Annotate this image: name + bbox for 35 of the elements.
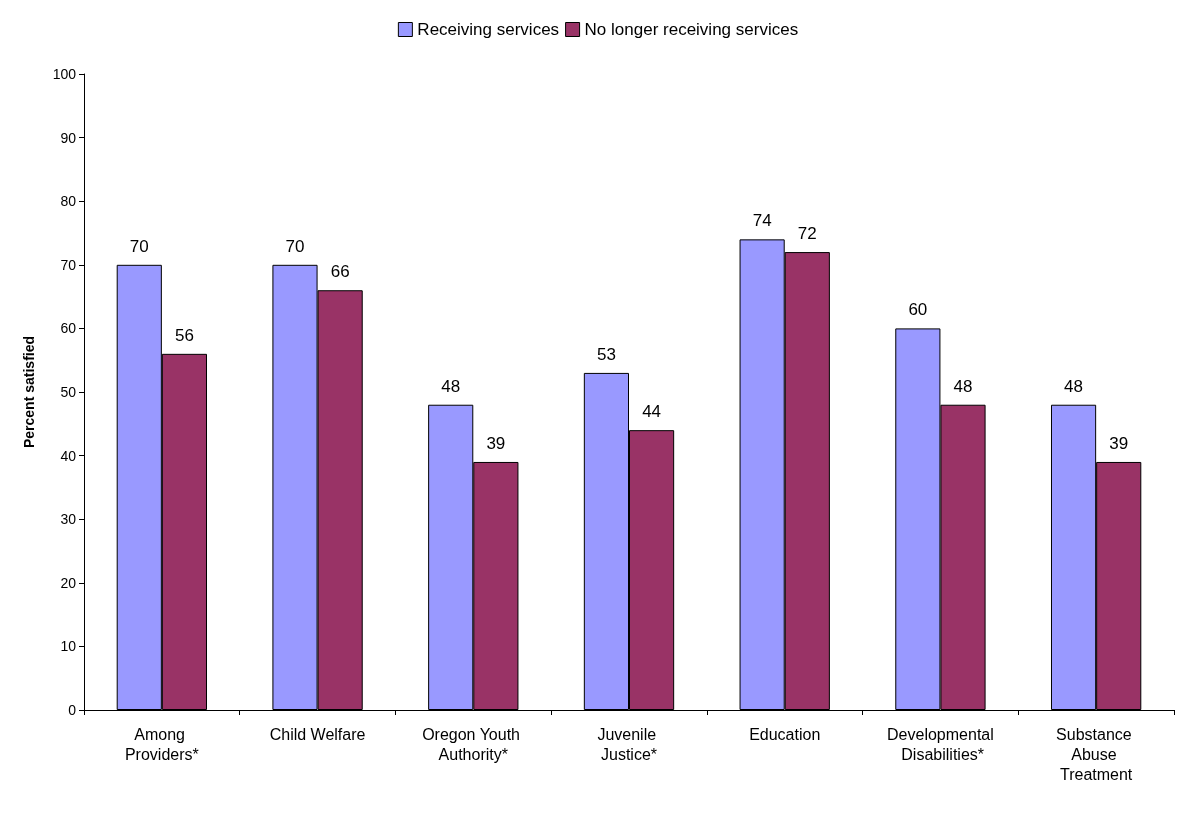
legend-label: No longer receiving services xyxy=(584,20,799,39)
data-label: 72 xyxy=(797,224,817,244)
data-label: 60 xyxy=(908,300,928,320)
legend-label: Receiving services xyxy=(417,20,560,39)
data-label: 53 xyxy=(596,344,616,364)
x-tick-label: Juvenile Justice* xyxy=(597,725,661,763)
y-tick-label: 40 xyxy=(60,447,77,464)
x-tick-label: Education xyxy=(749,725,821,743)
data-label: 48 xyxy=(953,376,973,396)
x-tick-label: Among Providers* xyxy=(124,725,199,763)
y-tick-label: 100 xyxy=(52,66,77,82)
x-tick-label: Developmental Disabilities* xyxy=(887,725,994,763)
x-tick-label: Oregon Youth Authority* xyxy=(422,725,525,763)
y-tick-label: 90 xyxy=(60,129,77,146)
data-label: 70 xyxy=(129,236,149,256)
y-tick-label: 30 xyxy=(60,511,77,528)
y-axis-title: Percent satisfied xyxy=(21,335,37,449)
x-tick-label: Child Welfare xyxy=(269,725,366,743)
data-label: 74 xyxy=(752,211,772,231)
y-tick-label: 60 xyxy=(60,320,77,337)
data-label: 56 xyxy=(174,325,194,345)
data-label: 48 xyxy=(441,376,461,396)
x-tick-label: Substance Abuse Treatment xyxy=(1056,725,1137,783)
y-tick-label: 50 xyxy=(60,384,77,400)
data-label: 44 xyxy=(642,402,662,422)
data-label: 70 xyxy=(285,236,305,256)
y-tick-label: 80 xyxy=(60,193,77,210)
data-label: 48 xyxy=(1064,376,1084,396)
data-label: 39 xyxy=(486,433,506,453)
y-tick-label: 0 xyxy=(68,702,77,718)
data-label: 39 xyxy=(1109,433,1129,453)
y-tick-label: 20 xyxy=(60,574,77,591)
data-label: 66 xyxy=(330,262,350,282)
y-tick-label: 10 xyxy=(60,638,77,655)
y-tick-label: 70 xyxy=(60,256,77,273)
